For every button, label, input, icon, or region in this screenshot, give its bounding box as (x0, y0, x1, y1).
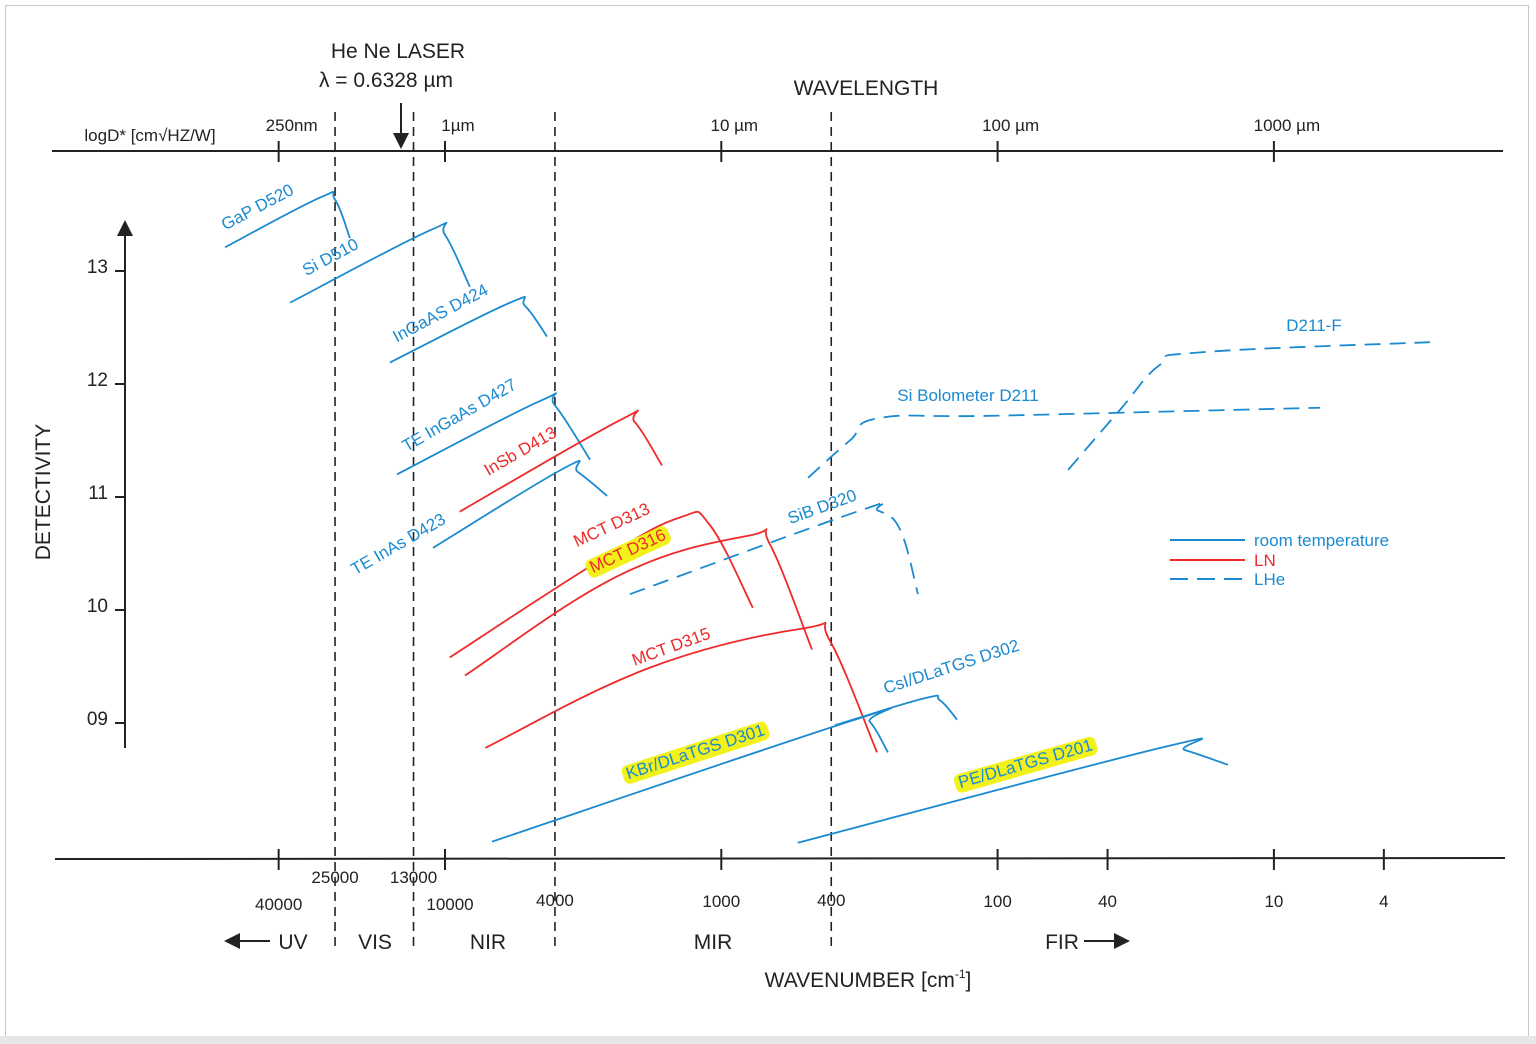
bottom-axis-tick-label: 100 (983, 892, 1011, 911)
bottom-axis-line (54, 857, 1506, 860)
series-label-highlight (621, 721, 770, 784)
bottom-axis-tick-label: 4 (1379, 892, 1388, 911)
y-unit-label: logD* [cm√HZ/W] (84, 126, 215, 145)
region-label-uv: UV (278, 931, 307, 954)
bottom-axis-title-end: ] (966, 969, 972, 992)
series-label-highlight (953, 736, 1098, 793)
boundary-wavenumber-label: 400 (817, 891, 845, 910)
legend-label-ln: LN (1254, 551, 1276, 570)
bottom-axis-tick-label: 40000 (255, 895, 302, 914)
series-label-si-d510: Si D510 (299, 235, 361, 280)
series-line-mct-d313 (449, 510, 754, 659)
region-label-mir: MIR (694, 931, 733, 954)
top-axis-title: WAVELENGTH (794, 77, 939, 100)
y-axis-title: DETECTIVITY (32, 424, 55, 561)
y-axis-tick-label: 12 (87, 370, 108, 391)
series-line-insb-d413 (459, 409, 663, 513)
region-label-fir: FIR (1045, 931, 1079, 954)
series-label-d211-f: D211-F (1286, 316, 1341, 335)
laser-wavelength: λ = 0.6328 µm (319, 69, 453, 92)
top-axis-tick-label: 100 µm (982, 116, 1039, 135)
bottom-axis-tick-label: 1000 (702, 892, 740, 911)
series-line-mct-d315 (484, 622, 878, 753)
series-label-si-bolometer-d211: Si Bolometer D211 (897, 386, 1038, 405)
legend-label-room-temperature: room temperature (1254, 531, 1389, 550)
legend-label-lhe: LHe (1254, 570, 1285, 589)
bottom-axis-title-sup: -1 (955, 967, 966, 981)
series-line-sib-d320 (629, 501, 919, 596)
series-line-d211-f (1067, 341, 1430, 471)
y-axis-tick-label: 13 (87, 257, 108, 278)
bottom-axis-tick-label: 10000 (426, 895, 473, 914)
series-line-te-ingaas-d427 (396, 392, 591, 476)
series-line-te-inas-d423 (432, 459, 608, 549)
bottom-axis-title: WAVENUMBER [cm-1] (765, 967, 972, 992)
y-axis-tick-label: 09 (87, 709, 108, 730)
window-bottom-edge (0, 1036, 1536, 1044)
series-label-insb-d413: InSb D413 (481, 423, 560, 480)
region-label-vis: VIS (358, 931, 392, 954)
series-line-kbr-dlatgs-d301 (491, 707, 893, 843)
series-line-pe-dlatgs-d201 (797, 737, 1229, 844)
series-label-sib-d320: SiB D320 (785, 486, 859, 528)
figure-frame (5, 5, 1529, 1037)
bottom-axis-title-main: WAVENUMBER [cm (765, 969, 955, 992)
y-axis-tick-label: 10 (87, 596, 108, 617)
bottom-axis-tick-label: 40 (1098, 892, 1117, 911)
y-axis-tick-label: 11 (88, 483, 108, 504)
legend: room temperature LN LHe (1170, 531, 1389, 589)
laser-title: He Ne LASER (331, 40, 465, 63)
top-axis-tick-label: 1000 µm (1254, 116, 1321, 135)
series-label-pe-dlatgs-d201: PE/DLaTGS D201 (956, 735, 1095, 792)
bottom-axis-tick-label: 10 (1264, 892, 1283, 911)
series-line-ingaas-d424 (389, 296, 548, 364)
region-label-nir: NIR (470, 931, 506, 954)
series-label-kbr-dlatgs-d301: KBr/DLaTGS D301 (624, 720, 767, 783)
series-line-si-d510 (289, 222, 471, 304)
series-label-highlight (585, 526, 671, 578)
boundary-wavenumber-label: 25000 (311, 868, 358, 887)
series-line-si-bolometer-d211 (807, 406, 1321, 479)
boundary-wavenumber-label: 13000 (390, 868, 437, 887)
boundary-wavenumber-label: 4000 (536, 891, 574, 910)
top-axis-tick-label: 250nm (266, 116, 318, 135)
top-axis-tick-label: 10 µm (711, 116, 759, 135)
series-label-gap-d520: GaP D520 (218, 180, 297, 234)
series-line-mct-d316 (464, 528, 813, 677)
series-line-gap-d520 (224, 191, 351, 249)
series-label-te-ingaas-d427: TE InGaAs D427 (399, 375, 520, 456)
top-axis-tick-label: 1µm (441, 116, 474, 135)
series-label-csi-dlatgs-d302: CsI/DLaTGS D302 (881, 636, 1022, 698)
series-label-te-inas-d423: TE InAs D423 (348, 510, 449, 579)
series-label-mct-d315: MCT D315 (629, 624, 712, 670)
